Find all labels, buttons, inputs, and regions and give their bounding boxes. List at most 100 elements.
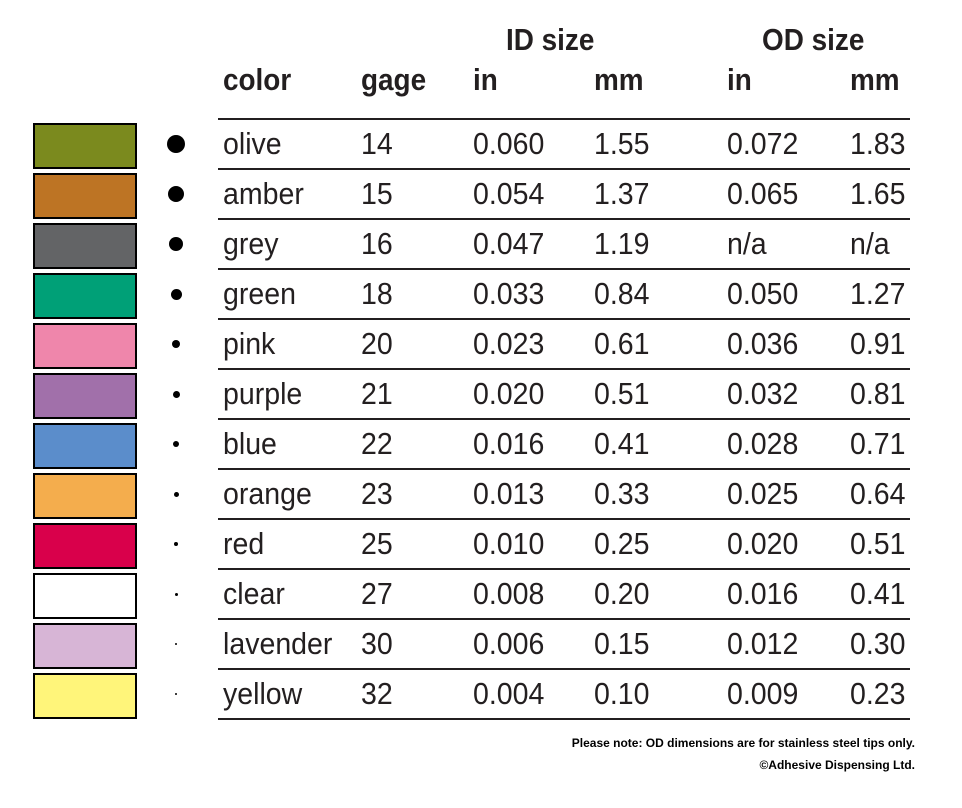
color-name-cell: red (223, 526, 265, 561)
table-row: orange 23 0.013 0.33 0.025 0.64 (0, 470, 962, 520)
od-in-column-header: in (727, 62, 752, 97)
gauge-size-dot-icon (168, 186, 184, 202)
od-in-cell: 0.036 (727, 326, 799, 361)
od-mm-cell: 0.23 (850, 676, 906, 711)
gage-cell: 16 (361, 226, 393, 261)
color-name-cell: olive (223, 126, 282, 161)
id-mm-cell: 1.37 (594, 176, 650, 211)
row-divider (218, 618, 910, 620)
gauge-size-dot-icon (175, 693, 177, 695)
color-name-cell: lavender (223, 626, 333, 661)
od-in-cell: 0.032 (727, 376, 799, 411)
table-row: green 18 0.033 0.84 0.050 1.27 (0, 270, 962, 320)
gauge-size-dot-icon (175, 643, 177, 645)
id-mm-cell: 1.55 (594, 126, 650, 161)
gauge-size-dot-icon (174, 542, 178, 546)
color-name-cell: green (223, 276, 296, 311)
color-swatch (33, 473, 137, 519)
id-mm-cell: 0.41 (594, 426, 650, 461)
gage-cell: 20 (361, 326, 393, 361)
id-in-cell: 0.054 (473, 176, 545, 211)
color-swatch (33, 223, 137, 269)
color-name-cell: clear (223, 576, 285, 611)
color-swatch (33, 573, 137, 619)
color-name-cell: amber (223, 176, 304, 211)
gage-cell: 21 (361, 376, 393, 411)
row-divider (218, 268, 910, 270)
color-swatch (33, 673, 137, 719)
table-row: amber 15 0.054 1.37 0.065 1.65 (0, 170, 962, 220)
od-in-cell: 0.020 (727, 526, 799, 561)
row-divider (218, 518, 910, 520)
od-in-cell: 0.012 (727, 626, 799, 661)
od-in-cell: 0.016 (727, 576, 799, 611)
table-row: red 25 0.010 0.25 0.020 0.51 (0, 520, 962, 570)
od-mm-column-header: mm (850, 62, 900, 97)
color-swatch (33, 423, 137, 469)
gage-cell: 15 (361, 176, 393, 211)
od-mm-cell: 1.65 (850, 176, 906, 211)
id-mm-cell: 0.61 (594, 326, 650, 361)
od-mm-cell: 1.27 (850, 276, 906, 311)
id-mm-cell: 1.19 (594, 226, 650, 261)
id-mm-cell: 0.84 (594, 276, 650, 311)
id-mm-cell: 0.51 (594, 376, 650, 411)
id-in-cell: 0.047 (473, 226, 545, 261)
od-mm-cell: 0.64 (850, 476, 906, 511)
color-name-cell: grey (223, 226, 279, 261)
id-size-group-header: ID size (506, 22, 595, 57)
id-in-cell: 0.010 (473, 526, 545, 561)
od-mm-cell: 0.81 (850, 376, 906, 411)
gauge-size-dot-icon (169, 237, 183, 251)
gauge-size-dot-icon (174, 592, 178, 596)
gauge-size-dot-icon (167, 135, 185, 153)
row-divider (218, 168, 910, 170)
id-in-cell: 0.008 (473, 576, 545, 611)
id-mm-cell: 0.33 (594, 476, 650, 511)
color-name-cell: blue (223, 426, 277, 461)
gauge-size-dot-icon (173, 491, 179, 497)
color-swatch (33, 123, 137, 169)
color-swatch (33, 273, 137, 319)
od-in-cell: 0.050 (727, 276, 799, 311)
table-row: blue 22 0.016 0.41 0.028 0.71 (0, 420, 962, 470)
od-mm-cell: 0.91 (850, 326, 906, 361)
color-swatch (33, 523, 137, 569)
od-mm-cell: 0.71 (850, 426, 906, 461)
table-row: grey 16 0.047 1.19 n/a n/a (0, 220, 962, 270)
id-in-cell: 0.020 (473, 376, 545, 411)
od-in-cell: 0.072 (727, 126, 799, 161)
table-row: clear 27 0.008 0.20 0.016 0.41 (0, 570, 962, 620)
footnote: Please note: OD dimensions are for stain… (571, 736, 915, 750)
id-in-cell: 0.013 (473, 476, 545, 511)
gauge-size-dot-icon (173, 441, 179, 447)
table-row: purple 21 0.020 0.51 0.032 0.81 (0, 370, 962, 420)
od-size-group-header: OD size (762, 22, 865, 57)
od-mm-cell: 1.83 (850, 126, 906, 161)
color-name-cell: pink (223, 326, 276, 361)
id-mm-cell: 0.25 (594, 526, 650, 561)
table-row: pink 20 0.023 0.61 0.036 0.91 (0, 320, 962, 370)
gage-cell: 14 (361, 126, 393, 161)
od-in-cell: 0.025 (727, 476, 799, 511)
color-name-cell: orange (223, 476, 312, 511)
id-in-cell: 0.033 (473, 276, 545, 311)
od-in-cell: 0.065 (727, 176, 799, 211)
od-mm-cell: 0.41 (850, 576, 906, 611)
color-name-cell: yellow (223, 676, 303, 711)
color-swatch (33, 323, 137, 369)
id-mm-cell: 0.15 (594, 626, 650, 661)
gage-cell: 22 (361, 426, 393, 461)
color-name-cell: purple (223, 376, 303, 411)
od-mm-cell: n/a (850, 226, 890, 261)
gage-cell: 27 (361, 576, 393, 611)
color-column-header: color (223, 62, 292, 97)
od-in-cell: n/a (727, 226, 767, 261)
gage-cell: 18 (361, 276, 393, 311)
od-in-cell: 0.009 (727, 676, 799, 711)
gage-cell: 32 (361, 676, 393, 711)
row-divider (218, 418, 910, 420)
gage-column-header: gage (361, 62, 427, 97)
color-swatch (33, 623, 137, 669)
od-mm-cell: 0.30 (850, 626, 906, 661)
